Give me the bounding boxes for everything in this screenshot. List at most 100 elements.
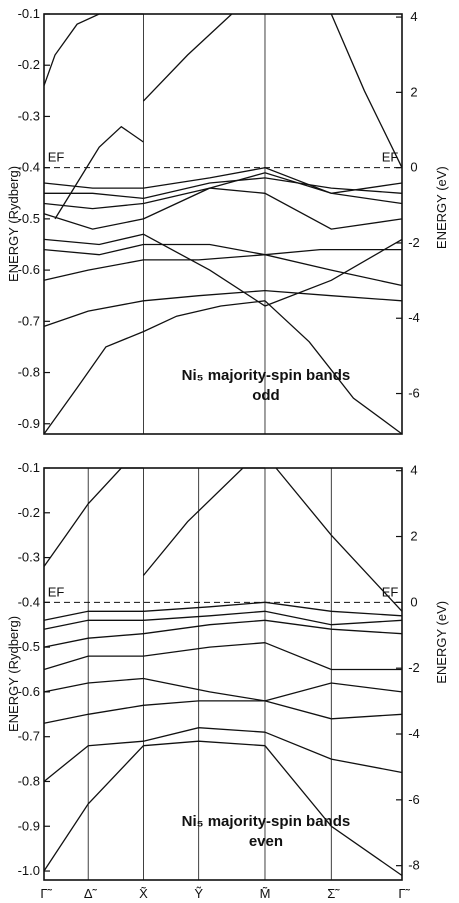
x-point-label: Σ̃ bbox=[327, 886, 340, 901]
y-tick-label: -0.7 bbox=[18, 313, 40, 328]
band-line bbox=[143, 677, 266, 702]
band-line bbox=[143, 187, 403, 230]
band-line bbox=[142, 13, 233, 102]
band-line bbox=[43, 655, 144, 671]
band-line bbox=[43, 233, 144, 246]
band-line bbox=[264, 731, 403, 774]
fermi-label-right: EF bbox=[382, 150, 399, 165]
fermi-label-left: EF bbox=[48, 584, 65, 599]
band-line bbox=[264, 682, 403, 702]
odd-bands-panel: -0.1 -0.2 -0.3 -0.4 -0.5 -0.6 -0.7 -0.8 -0.9 4 2 0 -… bbox=[6, 6, 449, 435]
y-tick-label: -0.9 bbox=[18, 416, 40, 431]
panel-subtitle: odd bbox=[252, 387, 280, 404]
band-line bbox=[264, 619, 403, 635]
band-line bbox=[43, 619, 144, 630]
band-line bbox=[143, 172, 403, 205]
fermi-label-left: EF bbox=[48, 150, 65, 165]
band-line bbox=[43, 259, 144, 281]
band-line bbox=[143, 700, 265, 706]
x-point-label: X̃ bbox=[139, 886, 148, 901]
panel-title: Ni₅ majority-spin bands bbox=[182, 367, 351, 384]
panel-title: Ni₅ majority-spin bands bbox=[182, 813, 351, 830]
band-line bbox=[43, 677, 144, 693]
band-line bbox=[43, 243, 144, 256]
ev-tick-label: -2 bbox=[408, 235, 420, 250]
y-tick-label: -0.5 bbox=[18, 211, 40, 226]
plot-frame bbox=[43, 13, 403, 435]
ev-tick-label: -4 bbox=[408, 726, 420, 741]
fermi-label-right: EF bbox=[382, 584, 399, 599]
ev-tick-label: 4 bbox=[410, 463, 417, 478]
band-line bbox=[143, 233, 403, 307]
y-tick-label: -0.7 bbox=[18, 729, 40, 744]
y-tick-label: -0.3 bbox=[18, 108, 40, 123]
band-line bbox=[43, 202, 144, 210]
x-point-label: Δ̃ bbox=[84, 886, 98, 901]
band-line bbox=[43, 467, 144, 567]
y-tick-label: -0.8 bbox=[18, 773, 40, 788]
band-line bbox=[143, 289, 266, 302]
plot-frame bbox=[43, 467, 403, 881]
y-tick-label: -0.5 bbox=[18, 639, 40, 654]
band-line bbox=[143, 167, 403, 194]
band-line bbox=[330, 13, 403, 168]
y-tick-label: -0.9 bbox=[18, 818, 40, 833]
band-line bbox=[43, 610, 144, 621]
y-tick-label: -0.4 bbox=[18, 160, 40, 175]
band-line bbox=[43, 182, 144, 189]
band-line bbox=[43, 13, 144, 86]
y-tick-label: -0.3 bbox=[18, 550, 40, 565]
y-tick-label: -1.0 bbox=[18, 863, 40, 878]
band-line bbox=[143, 610, 266, 621]
y-tick-label: -0.6 bbox=[18, 684, 40, 699]
ev-tick-label: -8 bbox=[408, 858, 420, 873]
band-line bbox=[143, 300, 266, 333]
band-line bbox=[43, 740, 144, 783]
y-tick-label: -0.6 bbox=[18, 262, 40, 277]
y-axis-label-right: ENERGY (eV) bbox=[434, 166, 449, 249]
ev-tick-label: -2 bbox=[408, 660, 420, 675]
y-axis-label: ENERGY (Rydberg) bbox=[6, 616, 21, 732]
ev-tick-label: 2 bbox=[410, 84, 417, 99]
band-line bbox=[275, 467, 403, 612]
band-line bbox=[264, 610, 403, 626]
panel-subtitle: even bbox=[249, 833, 283, 850]
even-bands-panel: -0.1 -0.2 -0.3 -0.4 -0.5 -0.6 -0.7 -0.8 -0.9 -1.0… bbox=[6, 460, 449, 901]
y-tick-label: -0.1 bbox=[18, 6, 40, 21]
ev-tick-label: -6 bbox=[408, 386, 420, 401]
band-line bbox=[143, 619, 266, 635]
ev-tick-label: -6 bbox=[408, 792, 420, 807]
y-axis-label: ENERGY (Rydberg) bbox=[6, 166, 21, 282]
band-line bbox=[264, 642, 402, 671]
band-line bbox=[143, 740, 266, 747]
x-point-label: M̃ bbox=[260, 886, 271, 901]
band-line bbox=[43, 330, 144, 435]
x-point-label: Γ̃ bbox=[40, 886, 52, 901]
ev-tick-label: 0 bbox=[410, 160, 417, 175]
x-point-label: Ỹ bbox=[194, 886, 203, 901]
band-line bbox=[44, 192, 144, 200]
ev-tick-label: -4 bbox=[408, 310, 420, 325]
band-line bbox=[264, 700, 403, 720]
y-tick-label: -0.2 bbox=[18, 57, 40, 72]
y-tick-label: -0.2 bbox=[18, 505, 40, 520]
band-line bbox=[264, 289, 403, 302]
ev-tick-label: 0 bbox=[410, 594, 417, 609]
band-line bbox=[143, 642, 266, 657]
band-line bbox=[264, 300, 403, 435]
y-tick-label: -0.1 bbox=[18, 460, 40, 475]
band-line bbox=[143, 243, 402, 256]
y-tick-label: -0.4 bbox=[18, 594, 40, 609]
band-line bbox=[264, 745, 403, 877]
x-point-label: Γ̃ bbox=[398, 886, 410, 901]
band-line bbox=[143, 601, 266, 612]
ev-tick-label: 4 bbox=[410, 9, 417, 24]
band-line bbox=[43, 300, 144, 328]
ev-tick-label: 2 bbox=[410, 529, 417, 544]
band-line bbox=[143, 727, 266, 742]
band-line bbox=[142, 467, 265, 576]
band-line bbox=[54, 125, 144, 220]
band-line bbox=[43, 745, 144, 872]
band-line bbox=[43, 633, 144, 648]
